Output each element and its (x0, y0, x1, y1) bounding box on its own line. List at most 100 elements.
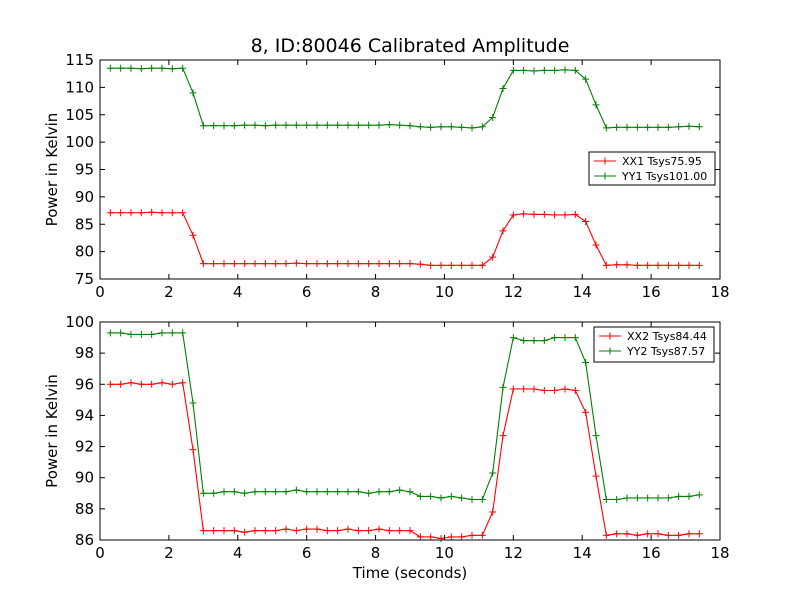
data-point (127, 330, 135, 338)
data-point (478, 123, 486, 131)
y-tick-label: 90 (75, 469, 94, 487)
data-point (406, 260, 414, 268)
data-point (344, 525, 352, 533)
data-point (623, 123, 631, 131)
x-tick-label: 12 (504, 544, 523, 562)
data-point (437, 534, 445, 542)
data-point (199, 260, 207, 268)
data-point (158, 64, 166, 72)
data-point (241, 260, 249, 268)
data-point (633, 531, 641, 539)
data-point (416, 492, 424, 500)
data-point (695, 491, 703, 499)
data-point (561, 385, 569, 393)
data-point (520, 337, 528, 345)
data-point (344, 121, 352, 129)
y-tick-label: 85 (75, 215, 94, 233)
data-point (323, 488, 331, 496)
data-point (303, 260, 311, 268)
data-point (499, 432, 507, 440)
data-point (664, 494, 672, 502)
data-point (148, 208, 156, 216)
legend-label: XX2 Tsys84.44 (627, 330, 707, 343)
data-point (633, 123, 641, 131)
data-point (685, 530, 693, 538)
data-point (427, 492, 435, 500)
data-point (261, 260, 269, 268)
data-point (499, 84, 507, 92)
data-point (117, 329, 125, 337)
data-point (623, 261, 631, 269)
data-point (385, 260, 393, 268)
data-point (468, 531, 476, 539)
data-point (447, 492, 455, 500)
data-point (416, 533, 424, 541)
data-point (427, 533, 435, 541)
data-point (396, 486, 404, 494)
x-tick-label: 2 (164, 544, 174, 562)
data-point (189, 399, 197, 407)
data-point (261, 488, 269, 496)
data-point (189, 89, 197, 97)
legend-box (593, 326, 715, 363)
data-point (354, 527, 362, 535)
data-point (664, 123, 672, 131)
data-point (654, 123, 662, 131)
data-point (685, 261, 693, 269)
data-point (323, 260, 331, 268)
data-point (406, 527, 414, 535)
data-point (199, 527, 207, 535)
data-point (602, 261, 610, 269)
data-point (478, 261, 486, 269)
series-line-2 (110, 67, 700, 129)
data-point (396, 121, 404, 129)
data-point (117, 209, 125, 217)
data-point (323, 527, 331, 535)
data-point (644, 494, 652, 502)
data-point (179, 379, 187, 387)
data-point (251, 488, 259, 496)
data-point (375, 525, 383, 533)
data-point (272, 488, 280, 496)
data-point (447, 123, 455, 131)
data-point (644, 123, 652, 131)
data-point (127, 379, 135, 387)
data-point (468, 496, 476, 504)
x-tick-label: 4 (233, 544, 243, 562)
y-tick-label: 95 (75, 161, 94, 179)
data-point (158, 329, 166, 337)
data-point (251, 121, 259, 129)
data-point (117, 380, 125, 388)
data-point (654, 530, 662, 538)
y-tick-label: 100 (65, 313, 94, 331)
data-point (685, 492, 693, 500)
data-point (509, 385, 517, 393)
data-point (303, 525, 311, 533)
data-point (313, 121, 321, 129)
data-point (282, 260, 290, 268)
data-point (561, 334, 569, 342)
data-point (633, 261, 641, 269)
data-point (137, 380, 145, 388)
legend-box (588, 151, 716, 186)
data-point (509, 66, 517, 74)
data-point (241, 489, 249, 497)
data-point (230, 260, 238, 268)
data-point (210, 527, 218, 535)
data-point (282, 121, 290, 129)
data-point (416, 123, 424, 131)
data-point (168, 380, 176, 388)
x-tick-label: 14 (573, 544, 592, 562)
data-point (499, 383, 507, 391)
data-point (571, 387, 579, 395)
data-point (282, 488, 290, 496)
x-tick-label: 10 (435, 283, 454, 301)
data-point (158, 209, 166, 217)
data-point (571, 210, 579, 218)
data-point (230, 527, 238, 535)
data-point (313, 260, 321, 268)
data-point (613, 496, 621, 504)
data-point (551, 334, 559, 342)
data-point (437, 261, 445, 269)
